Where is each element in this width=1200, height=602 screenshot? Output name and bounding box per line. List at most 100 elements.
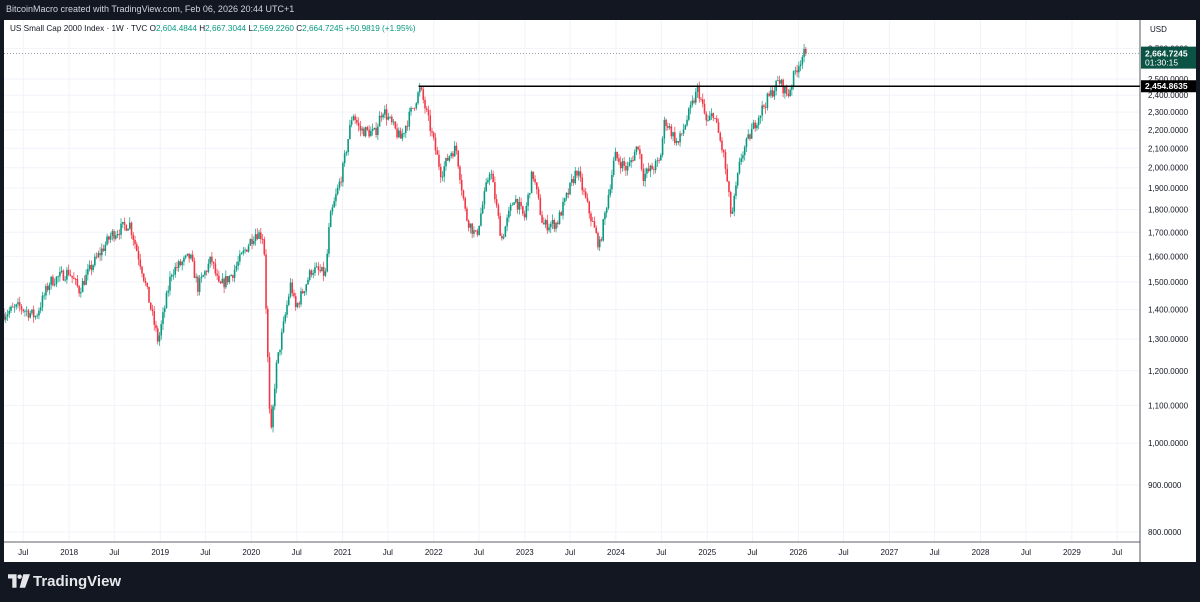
- candle-body: [280, 332, 283, 350]
- candle-body: [174, 266, 176, 275]
- candle-body: [188, 253, 190, 259]
- candle-body: [527, 194, 529, 207]
- candle-body: [363, 128, 365, 137]
- candle-body: [607, 195, 610, 209]
- candle-body: [315, 266, 318, 268]
- candle-body: [69, 274, 72, 276]
- change-value: +50.9819 (+1.95%): [345, 24, 416, 33]
- level-price-badge: [1141, 80, 1196, 93]
- candle-body: [24, 310, 26, 312]
- x-tick-label: Jul: [1112, 548, 1122, 557]
- candle-body: [310, 270, 313, 275]
- candle-body: [18, 302, 21, 307]
- candle-body: [148, 286, 150, 303]
- candle-body: [602, 219, 604, 241]
- candle-body: [265, 254, 267, 309]
- candle-body: [598, 239, 601, 248]
- candle-body: [226, 276, 229, 283]
- candle-body: [686, 119, 688, 126]
- candle-body: [73, 277, 75, 279]
- y-axis-labels: 800.0000 900.0000 1,000.0000 1,100.0000 1,20…: [1148, 44, 1189, 537]
- candle-body: [574, 170, 577, 184]
- candle-body: [121, 221, 124, 224]
- candle-body: [207, 263, 210, 272]
- candle-body: [162, 312, 164, 325]
- candle-body: [796, 70, 798, 73]
- y-tick-label: 1,700.0000: [1148, 228, 1189, 237]
- price-chart[interactable]: USD 800.0000 900.0000 1,000.0000 1,100.0000…: [4, 20, 1196, 562]
- candle-body: [251, 239, 253, 244]
- candle-body: [36, 315, 38, 317]
- candle-body: [190, 254, 192, 259]
- candle-body: [548, 227, 550, 231]
- candle-body: [163, 308, 166, 313]
- candle-body: [398, 130, 400, 138]
- candle-body: [534, 178, 536, 183]
- chart-panel[interactable]: USD 800.0000 900.0000 1,000.0000 1,100.0000…: [4, 20, 1196, 562]
- candle-body: [165, 292, 168, 309]
- candle-body: [67, 269, 70, 275]
- candle-body: [116, 233, 119, 236]
- candle-body: [560, 212, 563, 216]
- candle-body: [591, 221, 594, 223]
- candle-body: [169, 276, 171, 291]
- candle-body: [399, 130, 402, 139]
- candle-body: [586, 197, 589, 202]
- candle-body: [701, 99, 704, 104]
- candle-body: [778, 80, 781, 84]
- candle-body: [4, 316, 7, 320]
- candle-body: [556, 222, 559, 225]
- candle-body: [293, 293, 295, 297]
- candle-body: [359, 125, 362, 131]
- candle-body: [378, 115, 381, 127]
- candle-body: [420, 87, 423, 90]
- candle-body: [696, 86, 699, 92]
- candle-body: [115, 235, 117, 239]
- candle-body: [494, 182, 496, 200]
- candle-body: [108, 236, 110, 240]
- candle-body: [141, 266, 143, 274]
- candle-body: [48, 284, 51, 290]
- candle-body: [789, 89, 791, 97]
- candle-body: [616, 151, 618, 159]
- candle-body: [595, 227, 598, 233]
- candle-body: [417, 92, 419, 104]
- candle-body: [10, 306, 12, 311]
- candle-body: [128, 222, 131, 229]
- candle-body: [434, 137, 437, 151]
- symbol-title[interactable]: US Small Cap 2000 Index · 1W · TVC: [10, 24, 148, 33]
- candle-body: [522, 206, 524, 214]
- candle-body: [209, 256, 211, 264]
- candle-body: [710, 113, 713, 116]
- x-tick-label: 2026: [789, 548, 807, 557]
- candle-body: [621, 161, 624, 169]
- candle-body: [457, 150, 460, 167]
- x-tick-label: Jul: [200, 548, 210, 557]
- candle-body: [577, 171, 580, 176]
- candle-body: [506, 217, 508, 227]
- candle-body: [167, 290, 170, 293]
- y-tick-label: 1,200.0000: [1148, 367, 1189, 376]
- tradingview-logo-icon: [8, 574, 30, 588]
- candle-body: [618, 158, 620, 163]
- candle-body: [424, 99, 426, 109]
- candle-body: [798, 66, 800, 73]
- candle-body: [542, 222, 545, 225]
- candle-body: [282, 321, 285, 333]
- candle-body: [497, 205, 500, 216]
- candle-body: [495, 199, 498, 206]
- candle-body: [377, 126, 379, 135]
- candle-body: [462, 190, 465, 199]
- candle-body: [590, 213, 592, 222]
- candle-body: [787, 93, 790, 97]
- y-tick-label: 800.0000: [1148, 528, 1182, 537]
- candle-body: [277, 352, 280, 363]
- candle-body: [485, 182, 487, 192]
- candle-body: [221, 278, 224, 284]
- attribution-text: BitcoinMacro created with TradingView.co…: [6, 4, 295, 14]
- candle-body: [349, 124, 351, 140]
- candle-body: [134, 239, 136, 245]
- candle-body: [34, 316, 37, 318]
- candle-body: [520, 201, 522, 207]
- candle-body: [675, 140, 678, 143]
